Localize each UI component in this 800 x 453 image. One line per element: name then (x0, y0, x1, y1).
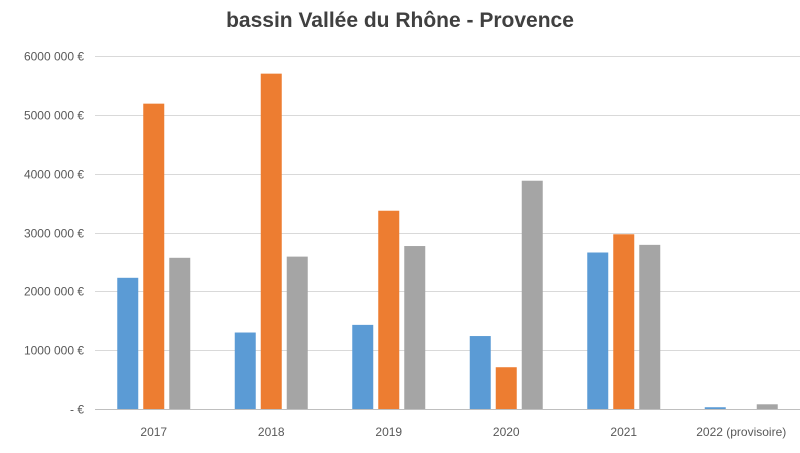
bar (639, 244, 661, 409)
bar (469, 336, 491, 409)
bar (378, 210, 400, 409)
y-tick-label: 5000 000 € (24, 109, 84, 123)
y-axis-tick-labels: - € 1000 000 € 2000 000 € 3000 000 € 4000 00… (24, 50, 84, 417)
bar (495, 367, 517, 409)
bar (260, 73, 282, 410)
x-tick-label: 2022 (provisoire) (696, 425, 786, 439)
y-tick-label: 1000 000 € (24, 344, 84, 358)
x-axis-tick-labels: 2017 2018 2019 2020 2021 2022 (provisoire) (140, 425, 786, 439)
y-tick-label: 4000 000 € (24, 168, 84, 182)
bar (756, 404, 778, 409)
bar (521, 180, 543, 409)
bar (404, 246, 426, 409)
chart-title: bassin Vallée du Rhône - Provence (226, 9, 574, 32)
x-tick-label: 2017 (140, 425, 167, 439)
x-tick-label: 2018 (258, 425, 285, 439)
bar (352, 324, 374, 409)
bar (143, 103, 165, 409)
gridlines (95, 56, 800, 410)
y-tick-label: 3000 000 € (24, 227, 84, 241)
x-tick-label: 2019 (375, 425, 402, 439)
x-tick-label: 2021 (610, 425, 637, 439)
bar (613, 234, 635, 409)
x-tick-label: 2020 (493, 425, 520, 439)
y-tick-label: 6000 000 € (24, 50, 84, 64)
bar (169, 257, 191, 409)
bars (117, 73, 778, 410)
y-tick-label: - € (70, 403, 84, 417)
bar (587, 252, 609, 409)
bar (234, 332, 256, 409)
bar (704, 407, 726, 409)
bar (117, 277, 139, 409)
bar (286, 256, 308, 409)
y-tick-label: 2000 000 € (24, 285, 84, 299)
